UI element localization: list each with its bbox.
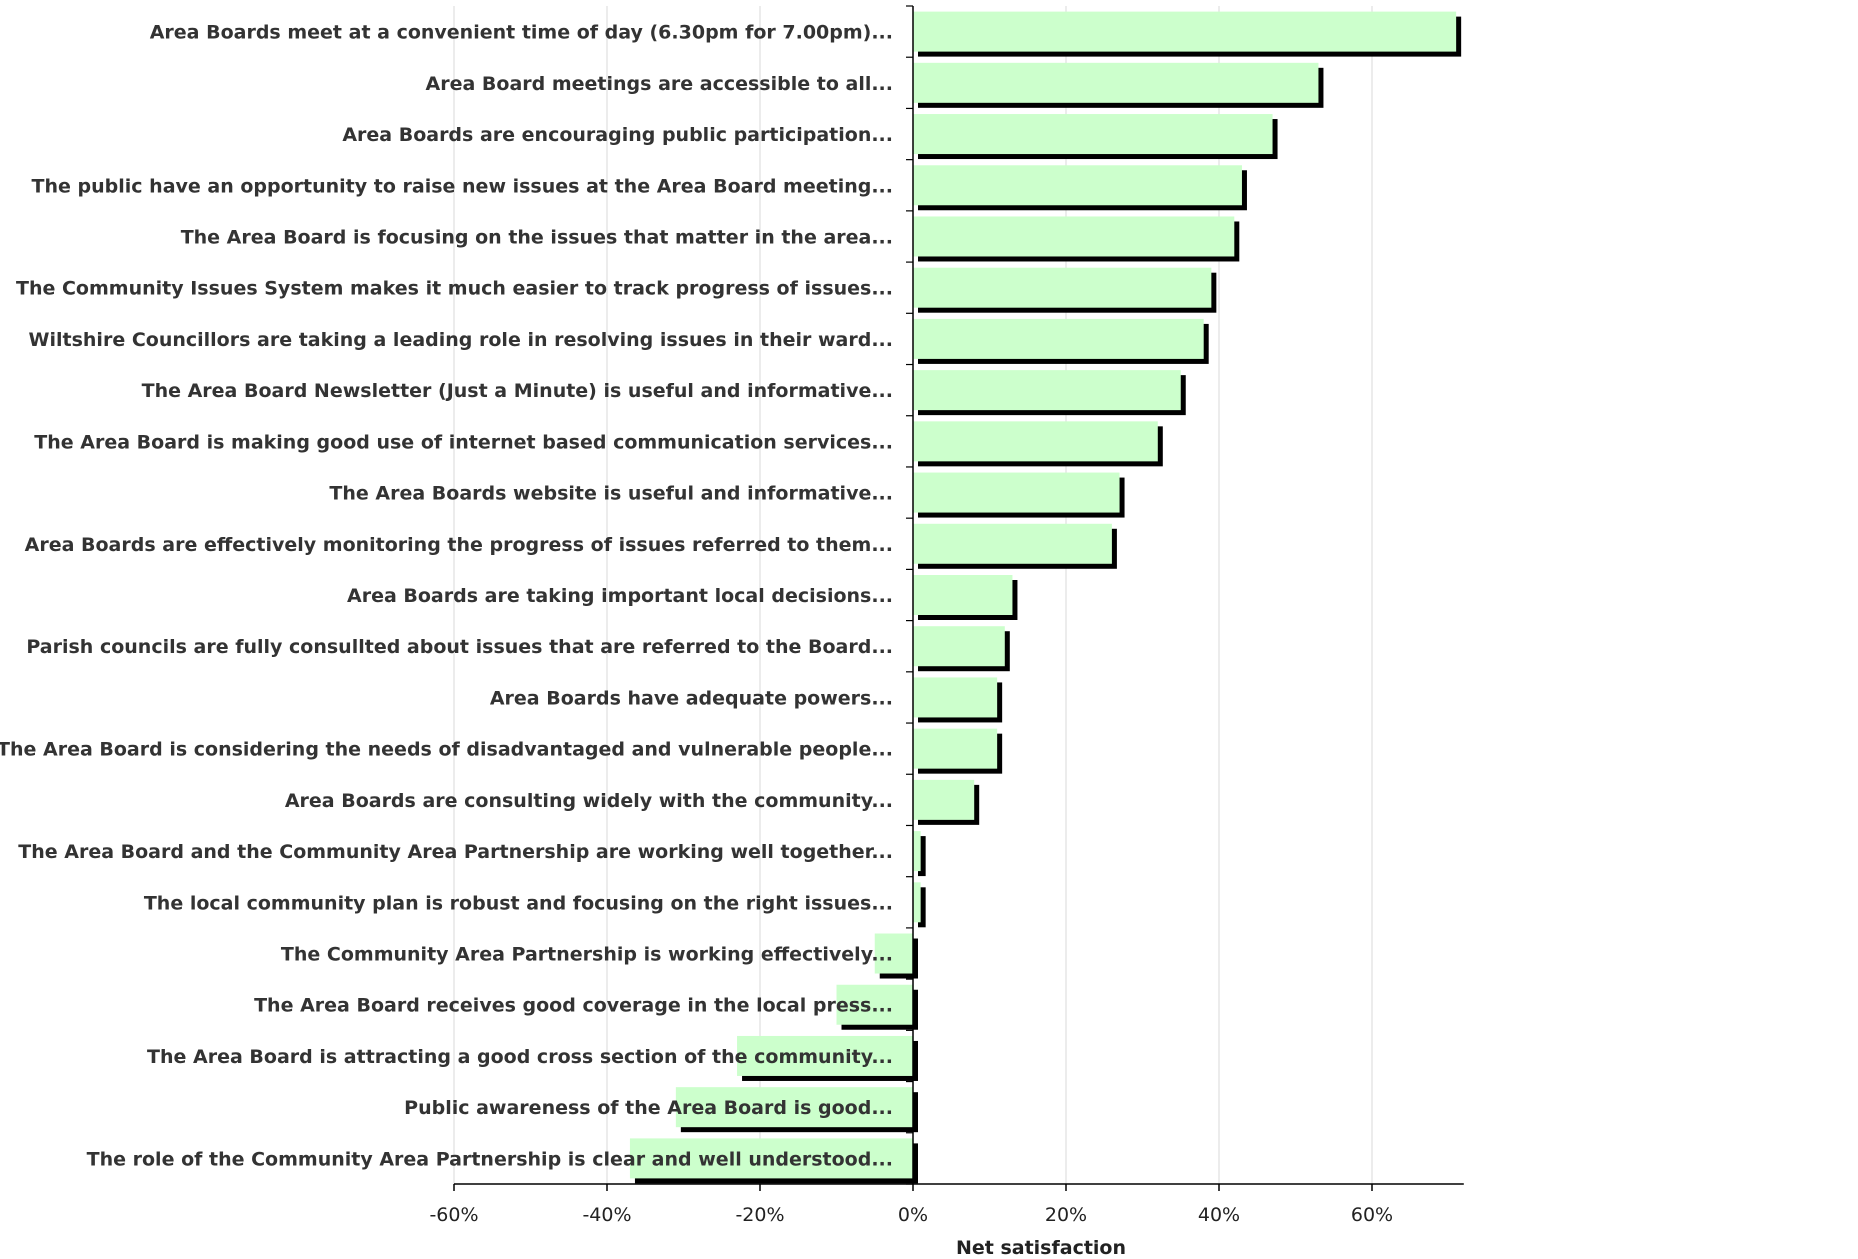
- bar: [913, 779, 975, 820]
- bars: [629, 11, 1462, 1184]
- bar-group: [913, 216, 1240, 262]
- bar-group: [913, 11, 1462, 57]
- bar: [913, 523, 1112, 564]
- category-label: The Area Boards website is useful and in…: [329, 483, 893, 505]
- category-label: Area Boards are consulting widely with t…: [285, 790, 893, 812]
- bar-group: [913, 318, 1209, 364]
- bar: [913, 882, 921, 923]
- category-label: Area Boards have adequate powers...: [490, 687, 893, 709]
- x-tick-label: -20%: [735, 1204, 784, 1226]
- bar: [913, 370, 1181, 411]
- category-label: The Area Board Newsletter (Just a Minute…: [142, 380, 893, 402]
- bar: [913, 831, 921, 872]
- bar-group: [913, 523, 1117, 569]
- bar: [913, 11, 1457, 52]
- category-label: Area Board meetings are accessible to al…: [426, 73, 893, 95]
- category-label: Wiltshire Councillors are taking a leadi…: [29, 329, 893, 351]
- category-label: Area Boards are effectively monitoring t…: [25, 534, 893, 556]
- bar: [913, 62, 1319, 103]
- category-label: Public awareness of the Area Board is go…: [404, 1097, 893, 1119]
- bar-group: [913, 472, 1125, 518]
- category-label: The Area Board is considering the needs …: [0, 739, 893, 761]
- bar-group: [913, 267, 1217, 313]
- category-label: Area Boards are encouraging public parti…: [342, 124, 893, 146]
- x-tick-label: 0%: [898, 1204, 928, 1226]
- bar-shadow: [918, 836, 926, 877]
- bar: [913, 318, 1204, 359]
- category-label: The Area Board receives good coverage in…: [254, 995, 893, 1017]
- axes: [453, 5, 1464, 1191]
- bar-group: [836, 984, 918, 1030]
- bar-group: [913, 575, 1018, 620]
- bar-group: [874, 933, 918, 979]
- bar: [629, 1138, 913, 1179]
- category-label: The public have an opportunity to raise …: [32, 175, 893, 197]
- category-label: The Community Issues System makes it muc…: [16, 278, 893, 300]
- bar: [913, 728, 998, 769]
- bar-group: [675, 1087, 918, 1133]
- bar: [913, 472, 1120, 513]
- x-tick-label: -40%: [582, 1204, 631, 1226]
- category-label: Parish councils are fully consullted abo…: [26, 636, 893, 658]
- category-labels: Area Boards meet at a convenient time of…: [0, 22, 893, 1171]
- bar: [737, 1035, 913, 1076]
- bar: [836, 984, 913, 1025]
- bar: [913, 267, 1212, 308]
- bar-group: [913, 370, 1186, 416]
- bar: [913, 677, 998, 718]
- bar: [913, 626, 1005, 667]
- bar-group: [737, 1035, 918, 1081]
- category-label: The local community plan is robust and f…: [144, 892, 893, 914]
- category-label: The Area Board is focusing on the issues…: [181, 226, 893, 248]
- bar: [913, 165, 1242, 206]
- bar: [874, 933, 913, 974]
- category-label: The role of the Community Area Partnersh…: [87, 1148, 893, 1170]
- x-tick-labels: -60% -40% -20% 0% 20% 40% 60%: [429, 1204, 1393, 1226]
- category-label: The Community Area Partnership is workin…: [281, 944, 893, 966]
- bar-group: [913, 114, 1278, 160]
- category-label: Area Boards meet at a convenient time of…: [150, 22, 893, 44]
- x-tick-label: 40%: [1198, 1204, 1240, 1226]
- bar-group: [913, 62, 1324, 108]
- bar-group: [913, 831, 926, 877]
- bar: [913, 114, 1273, 155]
- x-axis-title: Net satisfaction: [956, 1237, 1126, 1259]
- bar: [913, 575, 1013, 615]
- x-tick-label: 20%: [1045, 1204, 1087, 1226]
- bar: [913, 216, 1235, 257]
- category-label: The Area Board and the Community Area Pa…: [18, 841, 893, 863]
- category-label: The Area Board is making good use of int…: [34, 431, 893, 453]
- bar: [675, 1087, 913, 1128]
- bar-group: [629, 1138, 918, 1184]
- bar-shadow: [918, 887, 926, 928]
- bar-group: [913, 728, 1003, 774]
- bar-group: [913, 626, 1010, 672]
- bar-group: [913, 165, 1247, 211]
- x-tick-label: 60%: [1351, 1204, 1393, 1226]
- x-tick-label: -60%: [429, 1204, 478, 1226]
- bar-group: [913, 779, 980, 825]
- bar-group: [913, 421, 1163, 467]
- bar: [913, 421, 1158, 462]
- category-label: The Area Board is attracting a good cros…: [147, 1046, 893, 1068]
- category-label: Area Boards are taking important local d…: [347, 585, 893, 607]
- bar-group: [913, 677, 1003, 723]
- bar-group: [913, 882, 926, 928]
